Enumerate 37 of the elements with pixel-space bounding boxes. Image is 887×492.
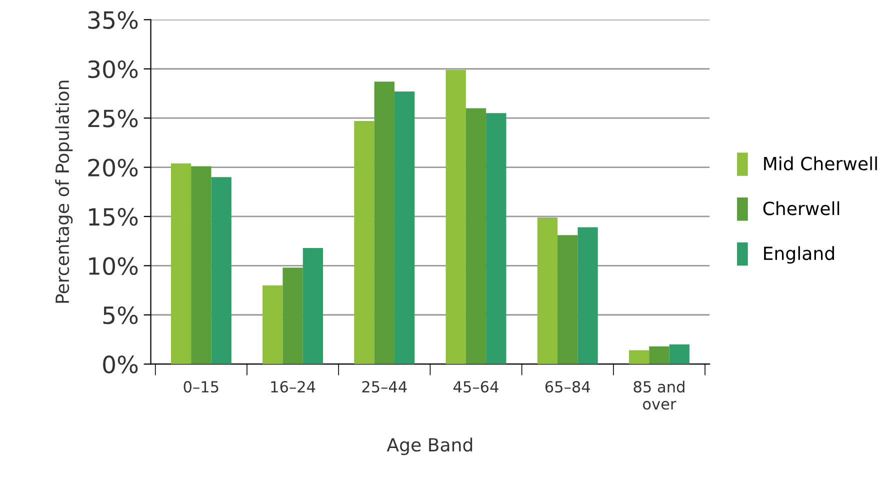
y-tick-label: 20%	[88, 158, 138, 177]
x-tick-label: 16–24	[271, 381, 316, 393]
bar	[394, 92, 415, 364]
bar	[578, 227, 598, 364]
bar	[191, 166, 212, 364]
legend-label: Mid Cherwell	[764, 156, 877, 170]
bar	[354, 121, 374, 364]
y-tick-label: 30%	[88, 60, 138, 78]
x-tick-label: 0–15	[184, 381, 218, 393]
bar	[537, 217, 558, 364]
x-tick-label: 45–64	[453, 381, 498, 393]
bar	[211, 177, 232, 364]
y-tick-label: 35%	[88, 11, 138, 29]
bar	[669, 344, 690, 364]
bar	[302, 248, 324, 364]
bar	[282, 268, 303, 364]
y-tick-label: 25%	[88, 110, 138, 128]
bar	[374, 82, 394, 364]
bar	[446, 70, 466, 364]
x-tick-label: 65–84	[545, 381, 590, 393]
x-tick-label: 25–44	[362, 381, 407, 393]
bar	[649, 346, 670, 364]
x-axis-title: Age Band	[386, 438, 472, 456]
bar	[170, 163, 192, 364]
bar	[486, 113, 506, 364]
bar	[262, 285, 283, 364]
y-tick-label: 0%	[103, 356, 138, 374]
y-tick-label: 15%	[89, 208, 138, 226]
x-tick-label: 85 and over	[634, 380, 684, 410]
y-axis-title: Percentage of Population	[55, 80, 73, 303]
y-tick-label: 5%	[103, 306, 138, 324]
legend-label: England	[764, 246, 834, 264]
y-tick-label: 10%	[89, 257, 138, 275]
bar	[466, 108, 486, 364]
legend-label: Cherwell	[763, 201, 840, 216]
bar	[628, 350, 650, 364]
bar	[558, 235, 578, 364]
